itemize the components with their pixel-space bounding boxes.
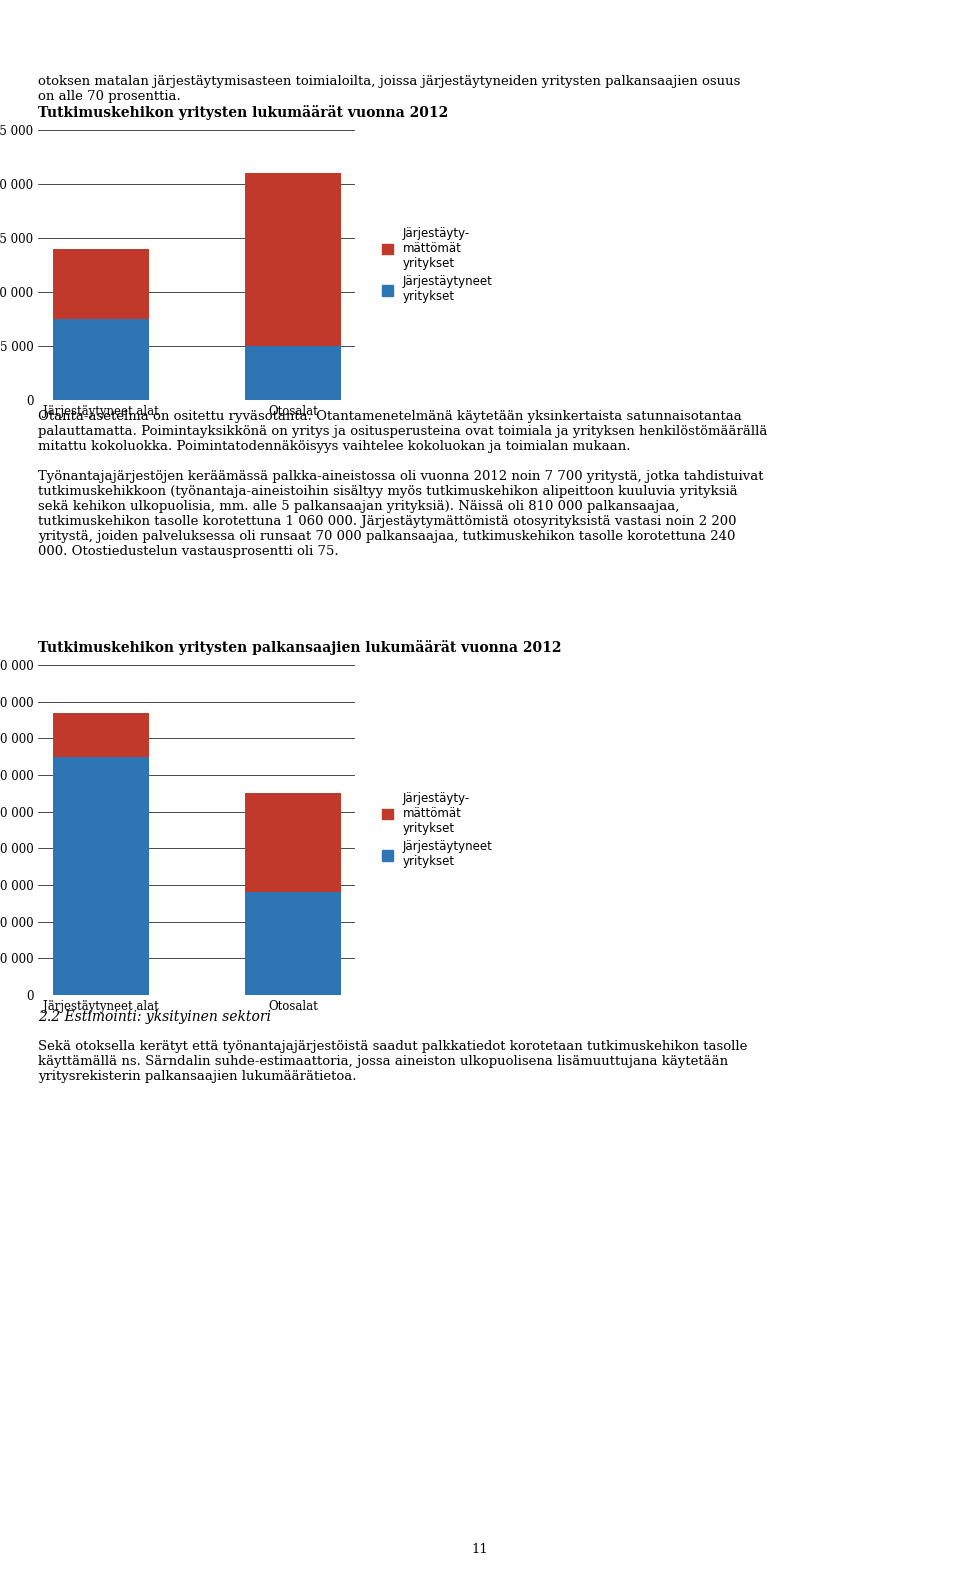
Text: Tutkimuskehikon yritysten lukumäärät vuonna 2012: Tutkimuskehikon yritysten lukumäärät vuo…: [38, 105, 448, 119]
Bar: [245, 346, 341, 399]
Text: Sekä otoksella kerätyt että työnantajajärjestöistä saadut palkkatiedot korotetaa: Sekä otoksella kerätyt että työnantajajä…: [38, 1041, 748, 1083]
Text: Otanta-asetelma on ositettu ryväsotanta. Otantamenetelmänä käytetään yksinkertai: Otanta-asetelma on ositettu ryväsotanta.…: [38, 410, 768, 558]
Legend: Järjestäyty-
mättömät
yritykset, Järjestäytyneet
yritykset: Järjestäyty- mättömät yritykset, Järjest…: [377, 222, 497, 308]
Bar: [53, 319, 149, 399]
Text: 2.2 Estimointi: yksityinen sektori: 2.2 Estimointi: yksityinen sektori: [38, 1009, 272, 1023]
Bar: [53, 248, 149, 319]
Bar: [53, 712, 149, 756]
Bar: [245, 173, 341, 346]
Text: otoksen matalan järjestäytymisasteen toimialoilta, joissa järjestäytyneiden yrit: otoksen matalan järjestäytymisasteen toi…: [38, 75, 741, 104]
Bar: [245, 794, 341, 893]
Text: 11: 11: [471, 1544, 489, 1556]
Text: Tutkimuskehikon yritysten palkansaajien lukumäärät vuonna 2012: Tutkimuskehikon yritysten palkansaajien …: [38, 640, 562, 656]
Legend: Järjestäyty-
mättömät
yritykset, Järjestäytyneet
yritykset: Järjestäyty- mättömät yritykset, Järjest…: [377, 788, 497, 872]
Bar: [53, 756, 149, 995]
Bar: [245, 893, 341, 995]
